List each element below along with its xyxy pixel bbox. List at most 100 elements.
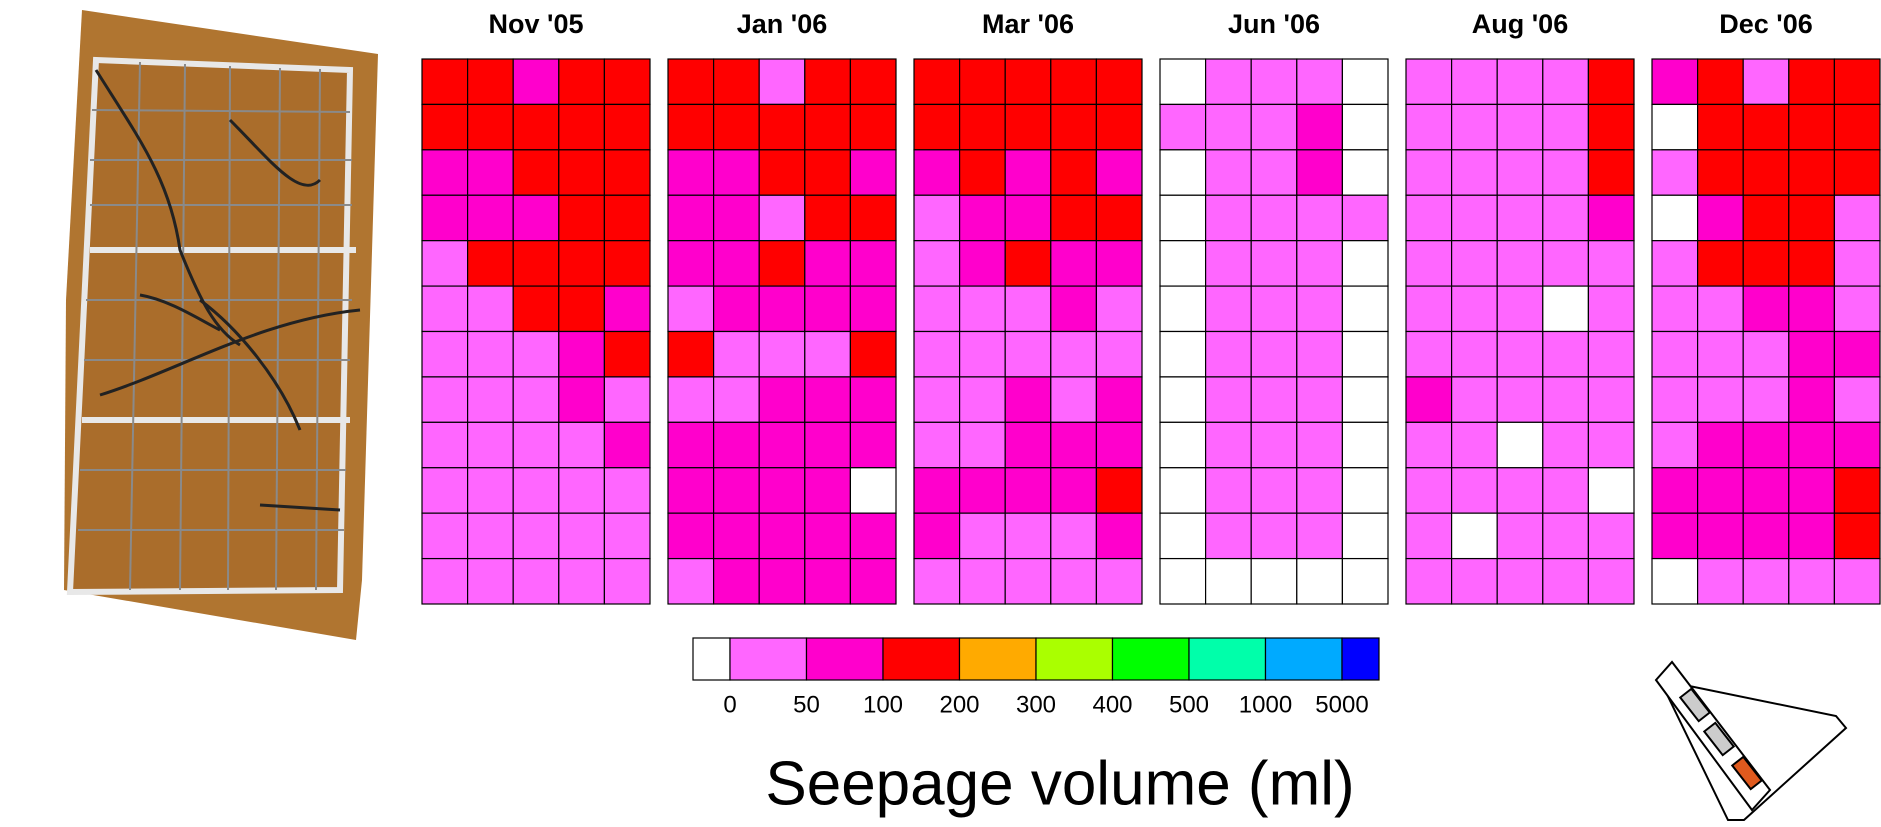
heatmap-cell [1004, 421, 1052, 469]
heatmap-cell [1542, 194, 1590, 242]
heatmap-cell [467, 421, 514, 469]
heatmap-cell [1833, 194, 1881, 242]
heatmap-cell [1542, 330, 1590, 378]
heatmap-cell [1742, 149, 1790, 196]
heatmap-cell [512, 194, 560, 242]
colorbar-swatch [1111, 637, 1190, 681]
heatmap-cell [804, 194, 851, 242]
heatmap-cell [603, 58, 651, 106]
heatmap-cell [1651, 376, 1699, 423]
heatmap-cell [1204, 512, 1252, 560]
heatmap-cell [1159, 240, 1207, 287]
heatmap-cell [712, 467, 760, 514]
heatmap-cell [1405, 58, 1453, 106]
heatmap-cell [804, 285, 851, 333]
heatmap-cell [1004, 285, 1052, 333]
heatmap-cell [1496, 330, 1544, 378]
heatmap-cell [1587, 376, 1635, 423]
heatmap-cell [913, 512, 961, 560]
heatmap-cell [913, 149, 961, 196]
heatmap-cell [1788, 58, 1836, 106]
heatmap-cell [1250, 467, 1298, 514]
colorbar-swatch [882, 637, 961, 681]
heatmap-cell [1450, 103, 1498, 151]
heatmap-cell [512, 557, 560, 605]
heatmap-cell [1651, 103, 1699, 151]
heatmap-cell [1050, 149, 1098, 196]
heatmap-cell [1450, 376, 1498, 423]
colorbar-tick-label: 400 [1092, 691, 1132, 718]
heatmap-cell [913, 240, 961, 287]
heatmap-cell [1159, 421, 1207, 469]
heatmap-cell [1450, 557, 1498, 605]
heatmap-cell [667, 194, 715, 242]
heatmap-cell [913, 557, 961, 605]
heatmap-cell [1742, 194, 1790, 242]
heatmap-cell [804, 557, 851, 605]
heatmap-cell [603, 467, 651, 514]
heatmap-cell [1095, 376, 1143, 423]
heatmap-cell [1250, 103, 1298, 151]
heatmap-cell [421, 194, 469, 242]
heatmap-cell [1004, 557, 1052, 605]
heatmap-cell [1296, 557, 1344, 605]
heatmap-cell [1204, 376, 1252, 423]
heatmap-cell [467, 467, 514, 514]
heatmap-cell [1587, 58, 1635, 106]
heatmap-cell [1250, 557, 1298, 605]
heatmap-cell [712, 240, 760, 287]
heatmap-cell [467, 285, 514, 333]
heatmap-cell [1496, 421, 1544, 469]
heatmap-cell [1159, 512, 1207, 560]
heatmap-cell [512, 149, 560, 196]
heatmap-cell [467, 557, 514, 605]
heatmap-cell [804, 376, 851, 423]
heatmap-cell [1742, 285, 1790, 333]
heatmap-cell [1405, 376, 1453, 423]
heatmap-cell [849, 103, 897, 151]
heatmap-cell [1095, 103, 1143, 151]
heatmap-cell [1159, 58, 1207, 106]
heatmap-cell [512, 240, 560, 287]
heatmap-cell [1696, 330, 1744, 378]
heatmap-cell [1341, 240, 1389, 287]
heatmap-cell [1095, 194, 1143, 242]
heatmap-cell [804, 240, 851, 287]
heatmap-cell [467, 376, 514, 423]
heatmap-cell [849, 467, 897, 514]
heatmap-cell [1833, 557, 1881, 605]
heatmap-cell [1450, 240, 1498, 287]
heatmap-cell [1788, 421, 1836, 469]
heatmap-cell [1450, 512, 1498, 560]
heatmap-cell [1788, 376, 1836, 423]
heatmap-cell [1204, 330, 1252, 378]
heatmap-cell [712, 557, 760, 605]
heatmap-cell [1405, 467, 1453, 514]
heatmap-cell [1788, 512, 1836, 560]
colorbar-swatch [805, 637, 884, 681]
heatmap-cell [421, 467, 469, 514]
heatmap-cell [1004, 467, 1052, 514]
heatmap-cell [758, 103, 806, 151]
heatmap-cell [958, 467, 1006, 514]
colorbar-tick-label: 300 [1016, 691, 1056, 718]
colorbar-tick-label: 100 [863, 691, 903, 718]
heatmap-cell [1050, 194, 1098, 242]
heatmap-cell [1095, 421, 1143, 469]
heatmap-cell [512, 103, 560, 151]
heatmap-cell [1004, 194, 1052, 242]
heatmap-cell [667, 240, 715, 287]
heatmap-cell [1095, 467, 1143, 514]
heatmap-cell [1405, 194, 1453, 242]
heatmap-cell [712, 376, 760, 423]
heatmap-cell [667, 512, 715, 560]
heatmap-cell [1651, 467, 1699, 514]
heatmap-cell [1250, 194, 1298, 242]
heatmap-cell [1587, 557, 1635, 605]
heatmap-cell [758, 285, 806, 333]
heatmap-cell [1250, 330, 1298, 378]
heatmap-cell [712, 149, 760, 196]
colorbar-swatch [1341, 637, 1380, 681]
heatmap-cell [1004, 103, 1052, 151]
